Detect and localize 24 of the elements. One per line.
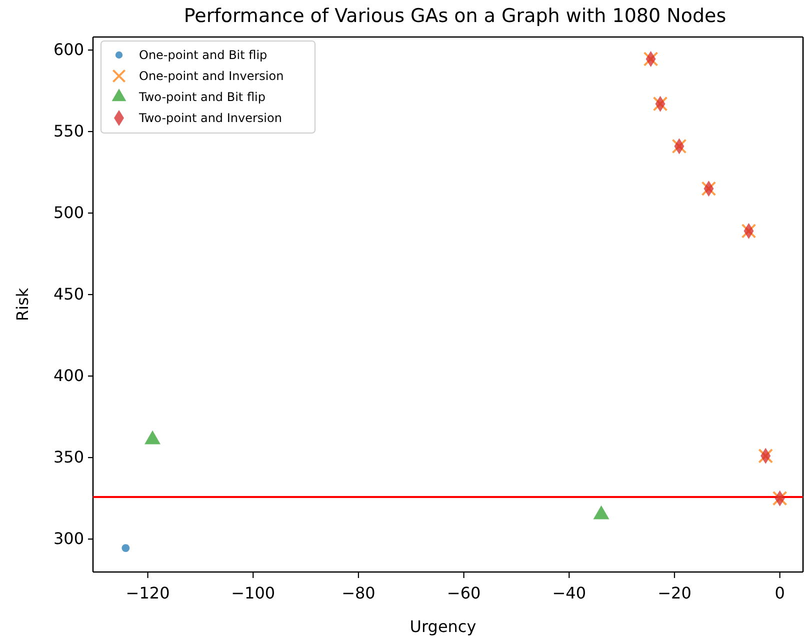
y-tick-label: 500	[53, 203, 84, 222]
x-axis-title: Urgency	[410, 617, 476, 636]
chart-title: Performance of Various GAs on a Graph with 1080 Nodes	[184, 5, 726, 27]
y-tick-label: 600	[53, 40, 84, 60]
point	[672, 138, 687, 154]
y-tick-label: 300	[53, 529, 84, 548]
legend-label: One-point and Bit flip	[139, 48, 268, 62]
x-tick-label: −120	[126, 584, 170, 603]
point	[122, 544, 130, 552]
legend-label: Two-point and Inversion	[138, 111, 282, 125]
x-tick-label: −60	[446, 584, 481, 603]
y-tick-label: 550	[53, 122, 84, 141]
point	[772, 490, 788, 506]
x-tick-label: −40	[552, 584, 586, 603]
y-tick-label: 400	[53, 366, 84, 386]
legend-label: Two-point and Bit flip	[138, 90, 266, 104]
y-axis-title: Risk	[13, 287, 32, 322]
x-tick-label: −80	[342, 584, 376, 603]
legend-label: One-point and Inversion	[139, 69, 284, 83]
y-tick-label: 450	[53, 284, 84, 304]
x-tick-label: 0	[774, 584, 785, 603]
x-tick-label: −20	[658, 584, 692, 603]
x-tick-label: −100	[231, 584, 276, 603]
y-tick-label: 350	[53, 448, 84, 467]
